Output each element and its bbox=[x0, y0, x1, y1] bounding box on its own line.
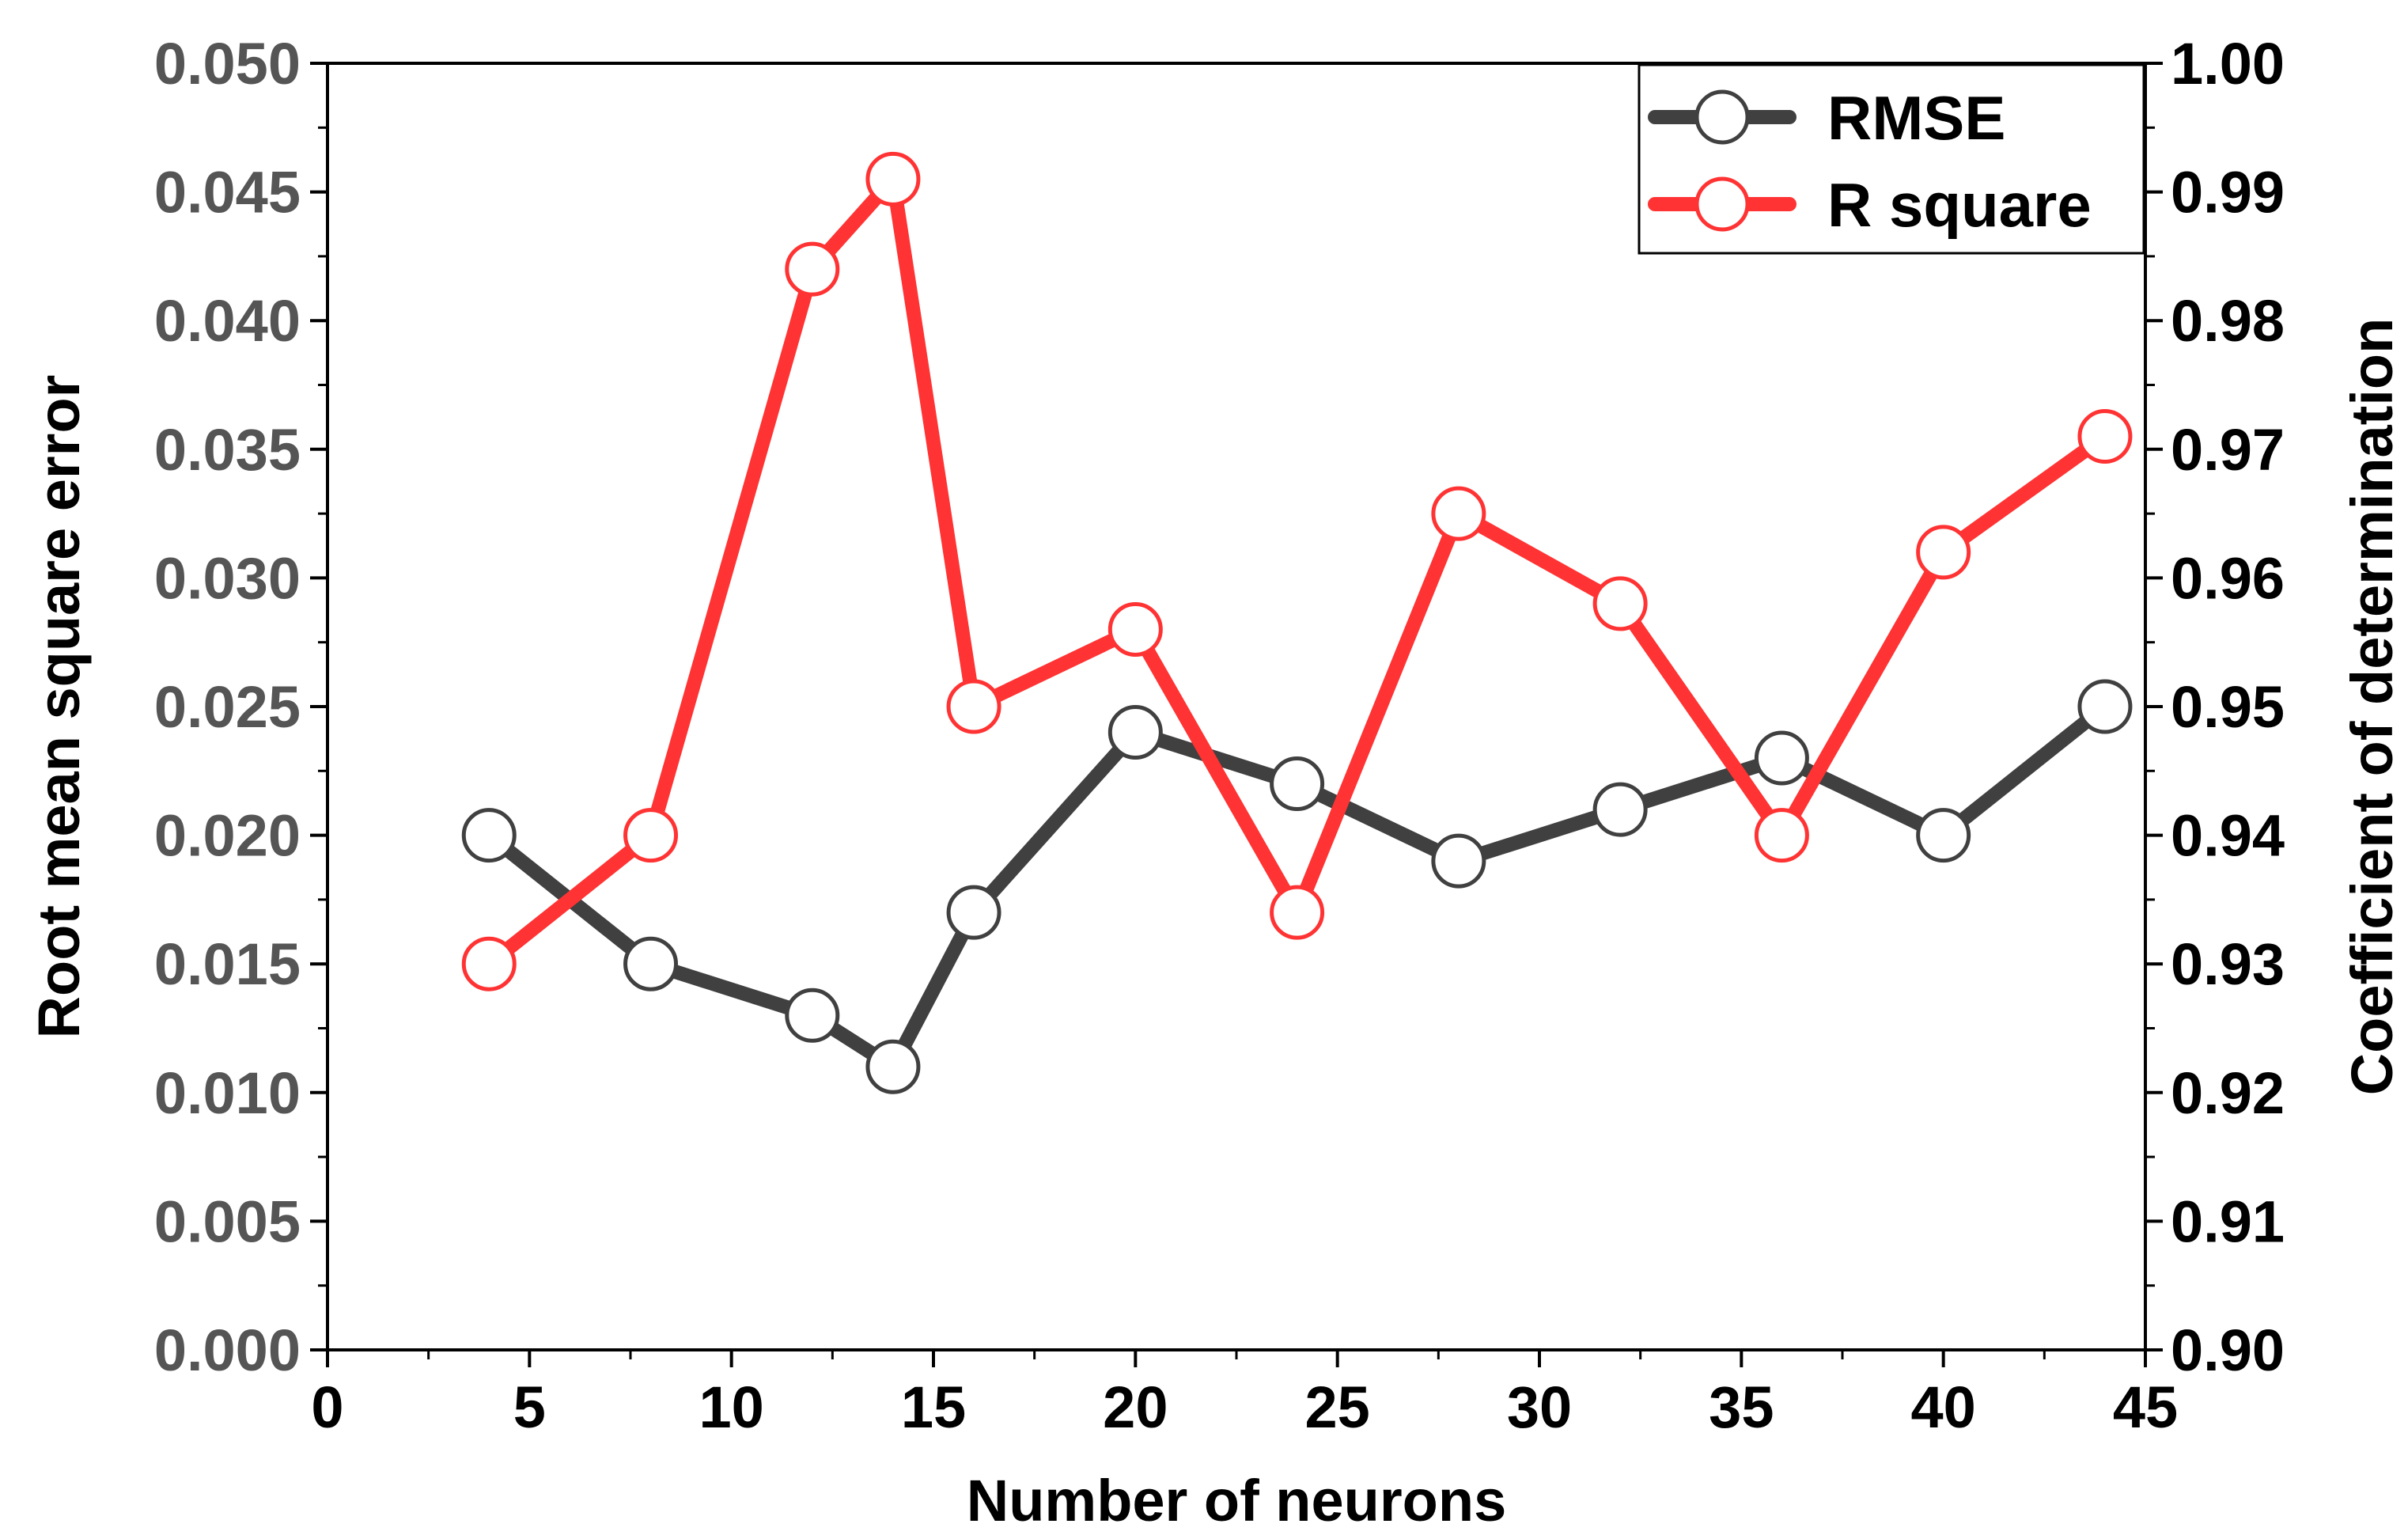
x-tick-label: 20 bbox=[1103, 1374, 1168, 1440]
right-tick-label: 0.98 bbox=[2171, 288, 2285, 354]
data-point-rmse bbox=[623, 936, 679, 991]
right-tick-label: 0.91 bbox=[2171, 1188, 2285, 1254]
right-tick-label: 0.95 bbox=[2171, 674, 2285, 740]
data-point-r-square bbox=[785, 241, 840, 297]
x-tick-label: 40 bbox=[1911, 1374, 1976, 1440]
left-axis-ticks: 0.000 0.005 0.010 0.015 0.020 0.025 0.030 0.035… bbox=[154, 31, 328, 1383]
left-axis-title: Root mean square error bbox=[26, 375, 92, 1039]
left-tick-label: 0.025 bbox=[154, 674, 301, 740]
legend-marker-rsquare bbox=[1694, 176, 1750, 232]
data-point-rmse bbox=[865, 1039, 921, 1094]
x-tick-label: 5 bbox=[513, 1374, 546, 1440]
series-layer bbox=[461, 151, 2133, 1094]
x-tick-label: 30 bbox=[1507, 1374, 1572, 1440]
legend: RMSE R square bbox=[1638, 63, 2145, 255]
left-tick-label: 0.035 bbox=[154, 417, 301, 483]
x-tick-label: 10 bbox=[699, 1374, 764, 1440]
data-point-r-square bbox=[1270, 885, 1325, 940]
left-tick-label: 0.000 bbox=[154, 1317, 301, 1383]
x-tick-label: 25 bbox=[1305, 1374, 1370, 1440]
legend-label-rsquare: R square bbox=[1827, 170, 2092, 240]
right-axis-ticks: 0.90 0.91 0.92 0.93 0.94 0.95 0.96 0.97 0.98 0.99… bbox=[2145, 31, 2285, 1383]
x-axis-ticks: 0 5 10 15 20 25 30 35 40 45 bbox=[311, 1350, 2178, 1440]
data-point-r-square bbox=[865, 151, 921, 207]
x-tick-label: 45 bbox=[2113, 1374, 2178, 1440]
left-tick-label: 0.010 bbox=[154, 1060, 301, 1126]
left-tick-label: 0.050 bbox=[154, 31, 301, 97]
data-point-rmse bbox=[1592, 782, 1648, 837]
data-point-r-square bbox=[1592, 576, 1648, 631]
left-tick-label: 0.030 bbox=[154, 545, 301, 611]
data-point-rmse bbox=[1431, 833, 1486, 889]
data-point-r-square bbox=[461, 936, 517, 991]
data-point-r-square bbox=[1431, 486, 1486, 541]
right-tick-label: 1.00 bbox=[2171, 31, 2285, 97]
right-tick-label: 0.93 bbox=[2171, 931, 2285, 997]
data-point-rmse bbox=[1916, 808, 1971, 863]
data-point-rmse bbox=[1107, 705, 1163, 760]
right-tick-label: 0.99 bbox=[2171, 160, 2285, 226]
data-point-rmse bbox=[785, 987, 840, 1043]
data-point-r-square bbox=[946, 679, 1001, 734]
plot-frame bbox=[326, 62, 2147, 1351]
data-point-rmse bbox=[1270, 756, 1325, 812]
data-point-r-square bbox=[1916, 525, 1971, 580]
right-axis-title: Coefficient of determination bbox=[2339, 318, 2405, 1096]
right-tick-label: 0.97 bbox=[2171, 417, 2285, 483]
x-tick-label: 35 bbox=[1709, 1374, 1774, 1440]
data-point-r-square bbox=[623, 808, 679, 863]
right-tick-label: 0.92 bbox=[2171, 1060, 2285, 1126]
data-point-rmse bbox=[1754, 730, 1809, 786]
right-tick-label: 0.94 bbox=[2171, 803, 2285, 869]
data-point-rmse bbox=[2077, 679, 2133, 734]
right-tick-label: 0.90 bbox=[2171, 1317, 2285, 1383]
data-point-r-square bbox=[1754, 808, 1809, 863]
x-tick-label: 0 bbox=[311, 1374, 343, 1440]
data-point-r-square bbox=[2077, 409, 2133, 464]
data-point-rmse bbox=[946, 885, 1001, 940]
right-tick-label: 0.96 bbox=[2171, 545, 2285, 611]
left-tick-label: 0.045 bbox=[154, 160, 301, 226]
left-tick-label: 0.040 bbox=[154, 288, 301, 354]
data-point-rmse bbox=[461, 808, 517, 863]
legend-marker-rmse bbox=[1694, 89, 1750, 145]
left-tick-label: 0.020 bbox=[154, 803, 301, 869]
data-point-r-square bbox=[1107, 601, 1163, 657]
x-tick-label: 15 bbox=[901, 1374, 966, 1440]
left-tick-label: 0.005 bbox=[154, 1188, 301, 1254]
series-r-square bbox=[461, 151, 2133, 991]
left-tick-label: 0.015 bbox=[154, 931, 301, 997]
series-line-r-square bbox=[482, 172, 2112, 972]
legend-label-rmse: RMSE bbox=[1827, 83, 2005, 153]
x-axis-title: Number of neurons bbox=[967, 1468, 1506, 1533]
